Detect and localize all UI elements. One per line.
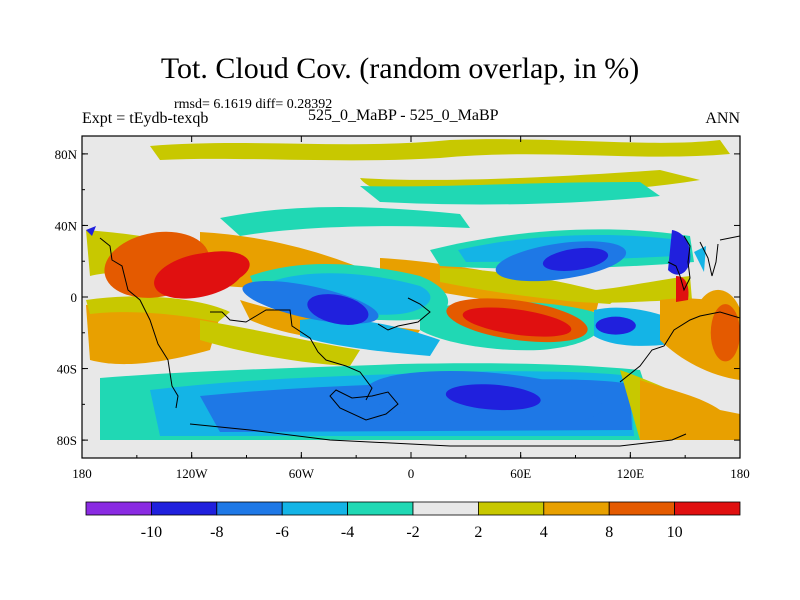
colorbar-label: 4: [540, 524, 548, 541]
colorbar-label: -2: [406, 524, 419, 541]
x-tick-label: 180: [72, 466, 92, 481]
stats-label: rmsd= 6.1619 diff= 0.28392: [174, 97, 333, 112]
map-field: [82, 136, 740, 458]
colorbar-swatch-4: [281, 501, 349, 516]
colorbar-label: -8: [210, 524, 223, 541]
field-anomaly-region-5: [307, 294, 369, 325]
colorbar-swatch-3: [216, 501, 283, 516]
colorbar-swatch-5: [347, 501, 414, 516]
season-label: ANN: [705, 110, 740, 127]
x-tick-label: 180: [730, 466, 750, 481]
field-anomaly-region-10: [595, 316, 636, 335]
x-tick-label: 60E: [510, 466, 531, 481]
x-tick-label: 120W: [176, 466, 209, 481]
colorbar-swatch-8: [543, 501, 610, 516]
colorbar-label: -4: [341, 524, 354, 541]
field-anomaly-region-12: [445, 384, 541, 411]
field-anomaly-region-3: [170, 251, 250, 290]
colorbar-swatch-9: [608, 501, 676, 516]
x-tick-label: 120E: [617, 466, 645, 481]
colorbar-label: -6: [276, 524, 289, 541]
x-tick-label: 60W: [289, 466, 315, 481]
y-tick-label: 0: [71, 290, 78, 305]
y-tick-label: 40S: [57, 362, 77, 377]
field-anomaly-region-7: [462, 307, 572, 337]
colorbar-label: -10: [141, 524, 162, 541]
y-axis: 80N 40N 0 40S 80S: [55, 147, 740, 448]
colorbar-swatch-10: [674, 501, 741, 516]
colorbar-label: 2: [474, 524, 482, 541]
x-tick-label: 0: [408, 466, 415, 481]
colorbar-label: 10: [667, 524, 683, 541]
colorbar-label: 8: [605, 524, 613, 541]
colorbar-swatch-6: [412, 501, 479, 516]
colorbar-swatch-7: [477, 501, 545, 516]
colorbar-swatch-2: [150, 501, 218, 516]
coastline-outline: [99, 235, 741, 447]
field-anomaly-region-14: [710, 304, 740, 362]
colorbar: -10 -8 -6 -4 -2 2 4 8 10: [85, 501, 741, 541]
y-tick-label: 80N: [55, 147, 78, 162]
y-tick-label: 80S: [57, 433, 77, 448]
x-axis: 180 120W 60W 0 60E 120E 180: [72, 136, 750, 481]
y-tick-label: 40N: [55, 218, 78, 233]
colorbar-swatch-1: [85, 501, 152, 516]
experiment-label: Expt = tEydb-texqb: [82, 110, 209, 127]
field-anomaly-region-9: [542, 247, 609, 272]
chart-title: Tot. Cloud Cov. (random overlap, in %): [160, 52, 640, 85]
case-label: 525_0_MaBP - 525_0_MaBP: [308, 107, 499, 124]
